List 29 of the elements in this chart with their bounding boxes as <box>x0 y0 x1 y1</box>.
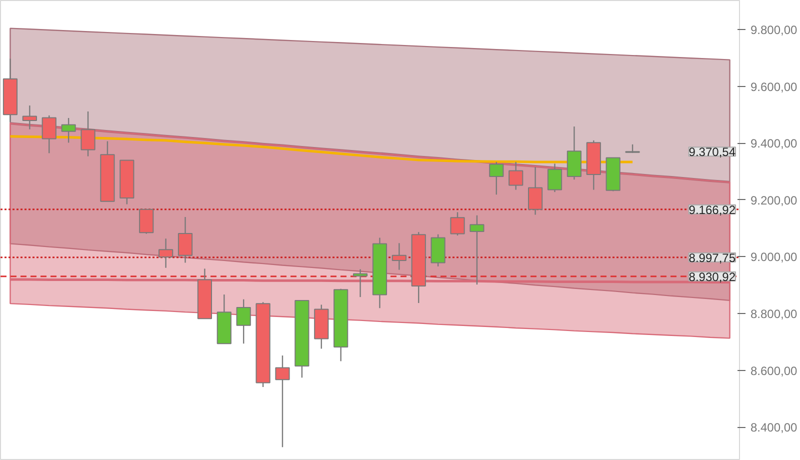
candlestick <box>80 110 96 157</box>
candlestick <box>236 298 251 344</box>
candlestick <box>508 161 524 190</box>
y-tick-label: 9.800,00 <box>750 23 798 38</box>
ref-line-label: 8.930,92 <box>688 270 736 284</box>
candlestick <box>158 238 174 268</box>
annotation: 9.370,54 <box>688 145 736 160</box>
ref-line-label: 8.997,75 <box>688 250 736 265</box>
candlestick <box>528 166 543 216</box>
y-tick-label: 8.400,00 <box>750 420 798 435</box>
y-tick-label: 9.000,00 <box>750 250 798 264</box>
candlestick <box>275 354 290 448</box>
candlestick <box>139 208 154 234</box>
y-tick-label: 8.800,00 <box>750 307 798 322</box>
candlestick <box>22 104 37 130</box>
candlestick <box>42 114 56 154</box>
y-tick-label: 9.200,00 <box>750 193 798 208</box>
candlestick <box>352 268 368 298</box>
candlestick <box>470 214 484 286</box>
candlestick <box>450 212 465 236</box>
y-tick-label: 9.600,00 <box>750 80 798 94</box>
y-tick-label: 8.600,00 <box>750 364 798 378</box>
candlestick <box>178 216 193 264</box>
candlestick <box>489 161 504 196</box>
candlestick <box>61 117 76 144</box>
candlestick <box>547 163 562 193</box>
y-tick-label: 9.400,00 <box>750 136 798 151</box>
candlestick <box>392 242 406 270</box>
ref-line-label: 9.166,92 <box>688 202 736 217</box>
